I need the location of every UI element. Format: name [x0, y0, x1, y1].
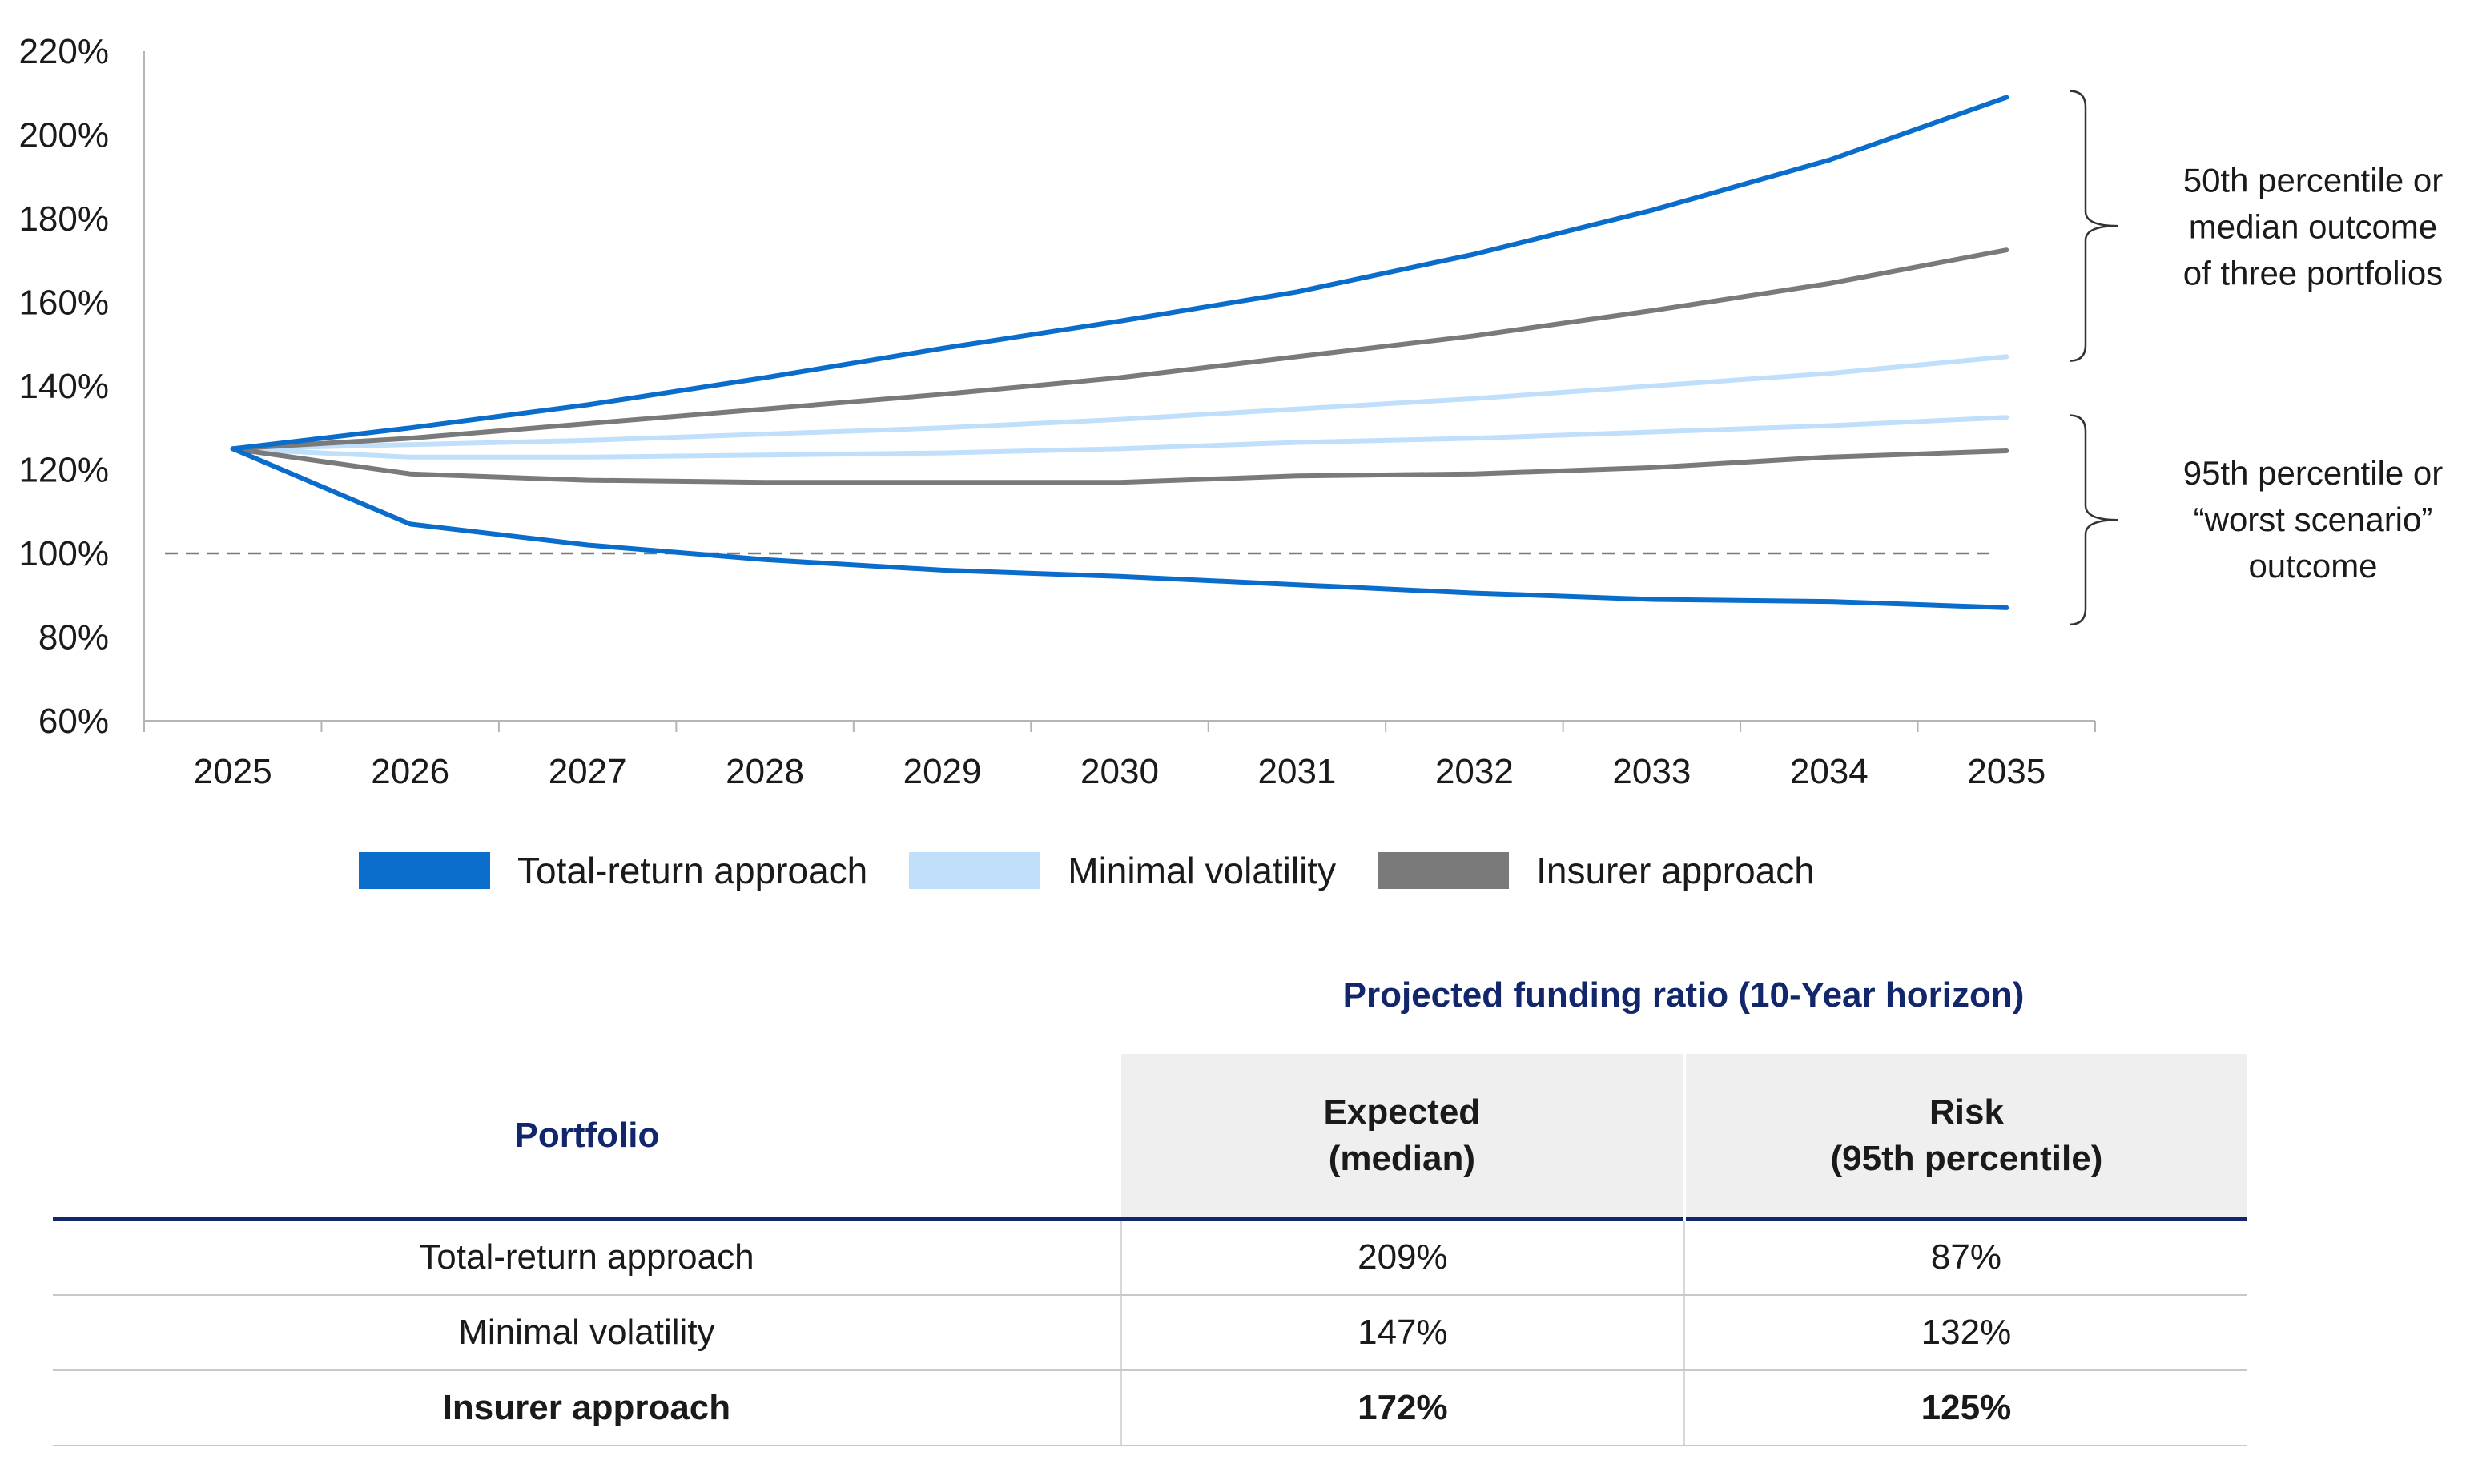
header-risk: Risk (95th percentile) [1683, 1054, 2247, 1219]
cell-risk: 87% [1683, 1219, 2247, 1296]
header-expected-line2: (median) [1328, 1139, 1476, 1178]
series-line-insurer-approach-50th [230, 247, 2009, 452]
table-row: Minimal volatility 147% 132% [53, 1295, 2247, 1371]
brace-50th-percentile [2069, 90, 2118, 362]
legend-swatch-minimal-volatility [909, 852, 1041, 889]
table-row: Insurer approach 172% 125% [53, 1370, 2247, 1446]
header-expected-line1: Expected [1323, 1092, 1481, 1132]
table-header-row: Portfolio Expected (median) Risk (95th p… [53, 1054, 2247, 1219]
y-tick-label: 80% [38, 618, 109, 658]
table-caption: Projected funding ratio (10-Year horizon… [1342, 975, 2025, 1015]
cell-expected: 147% [1120, 1295, 1685, 1371]
cell-expected: 209% [1120, 1219, 1685, 1296]
brace-95th-percentile [2069, 414, 2118, 626]
legend-label-insurer: Insurer approach [1536, 850, 1815, 891]
y-tick-label: 160% [18, 284, 109, 323]
x-tick-label: 2025 [194, 752, 272, 791]
cell-portfolio: Insurer approach [53, 1370, 1122, 1446]
header-risk-line2: (95th percentile) [1830, 1139, 2103, 1178]
x-tick-label: 2029 [903, 752, 982, 791]
x-tick-label: 2033 [1612, 752, 1691, 791]
axes [143, 51, 2096, 732]
y-tick-label: 180% [18, 199, 109, 239]
table-row: Total-return approach 209% 87% [53, 1219, 2247, 1296]
cell-expected: 172% [1120, 1370, 1685, 1446]
annotation-line: “worst scenario” [2194, 501, 2433, 538]
header-portfolio: Portfolio [53, 1054, 1121, 1219]
annotation-line: outcome [2248, 547, 2377, 585]
series-line-minimal-volatility-50th [230, 354, 2009, 452]
annotation-50th-percentile: 50th percentile or median outcome of three… [2183, 161, 2444, 292]
legend-swatch-total-return [359, 852, 490, 889]
series-line-minimal-volatility-95th [230, 415, 2009, 460]
y-tick-label: 140% [18, 367, 109, 406]
x-tick-label: 2031 [1258, 752, 1337, 791]
header-expected: Expected (median) [1120, 1054, 1686, 1219]
y-tick-label: 100% [18, 534, 109, 573]
annotation-95th-percentile: 95th percentile or “worst scenario” outcom… [2183, 454, 2444, 585]
x-axis-ticks: 2025 2026 2027 2028 2029 2030 2031 2032 2033 2034… [194, 752, 2046, 791]
series-line-total-return-approach-95th [230, 446, 2009, 610]
series-line-insurer-approach-95th [230, 446, 2009, 485]
y-tick-label: 60% [38, 702, 109, 741]
x-tick-label: 2026 [371, 752, 449, 791]
y-tick-label: 200% [18, 116, 109, 155]
annotation-braces: 50th percentile or median outcome of three… [2069, 90, 2444, 626]
x-tick-label: 2030 [1080, 752, 1159, 791]
x-tick-label: 2035 [1967, 752, 2046, 791]
funding-ratio-table: Portfolio Expected (median) Risk (95th p… [53, 1054, 2247, 1446]
x-tick-label: 2032 [1435, 752, 1514, 791]
y-tick-label: 120% [18, 451, 109, 490]
legend-swatch-insurer [1378, 852, 1510, 889]
cell-portfolio: Total-return approach [53, 1219, 1122, 1296]
x-tick-label: 2028 [726, 752, 804, 791]
annotation-line: median outcome [2189, 207, 2438, 245]
cell-risk: 125% [1683, 1370, 2247, 1446]
funding-ratio-chart: 60%80%100%120%140%160%180%200%220% 2025 2… [18, 32, 2444, 791]
header-risk-line1: Risk [1929, 1092, 2004, 1132]
legend-item-insurer: Insurer approach [1378, 849, 1815, 892]
legend-label-minimal-volatility: Minimal volatility [1068, 850, 1337, 891]
annotation-line: 95th percentile or [2183, 454, 2444, 492]
x-tick-label: 2027 [549, 752, 627, 791]
legend-item-total-return: Total-return approach [359, 849, 867, 892]
annotation-line: 50th percentile or [2183, 161, 2444, 199]
chart-legend: Total-return approach Minimal volatility… [359, 849, 1856, 892]
legend-label-total-return: Total-return approach [517, 850, 868, 891]
series-line-total-return-approach-50th [230, 95, 2009, 452]
annotation-line: of three portfolios [2183, 254, 2444, 292]
cell-portfolio: Minimal volatility [53, 1295, 1122, 1371]
y-axis-ticks: 60% 80% 100% 120% 140% 160% 180% 200% 220% [18, 32, 109, 741]
cell-risk: 132% [1683, 1295, 2247, 1371]
x-tick-label: 2034 [1790, 752, 1869, 791]
series-lines [230, 95, 2009, 610]
legend-item-minimal-volatility: Minimal volatility [909, 849, 1336, 892]
y-tick-label: 220% [18, 32, 109, 71]
